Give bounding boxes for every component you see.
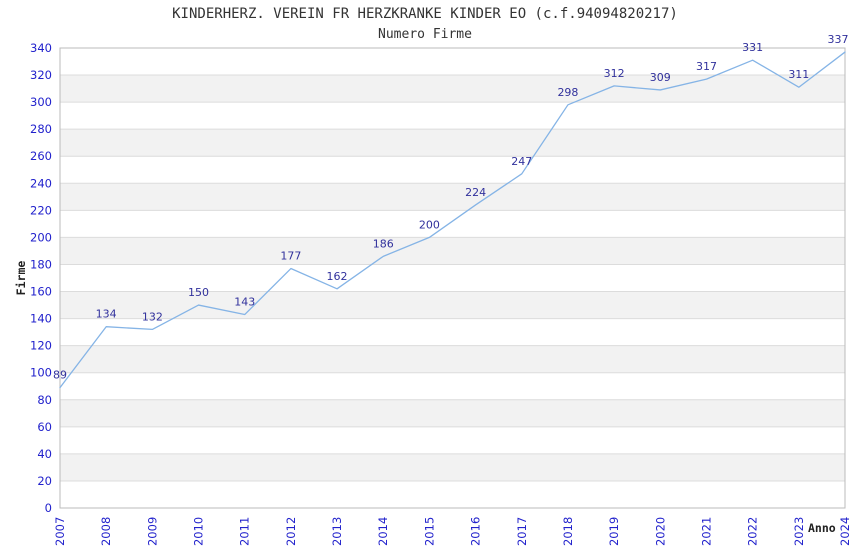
- y-tick-label: 140: [30, 312, 52, 326]
- plot-band: [60, 48, 845, 76]
- data-label: 132: [142, 310, 163, 323]
- plot-border: [59, 47, 846, 509]
- x-axis-title: Anno: [808, 521, 836, 535]
- data-label: 331: [742, 41, 763, 54]
- plot-band: [60, 102, 845, 130]
- y-tick-label: 20: [37, 474, 52, 488]
- y-tick-label: 300: [30, 95, 52, 109]
- plot-band: [60, 426, 845, 454]
- data-label: 317: [696, 60, 717, 73]
- plot-band: [60, 291, 845, 319]
- plot-band: [60, 129, 845, 157]
- data-label: 298: [557, 86, 578, 99]
- data-label: 89: [53, 369, 67, 382]
- plot-bands: [60, 48, 845, 508]
- x-tick-label: 2018: [561, 517, 575, 546]
- data-label: 186: [373, 237, 394, 250]
- x-tick-label: 2014: [376, 517, 390, 546]
- data-label: 162: [327, 270, 348, 283]
- x-tick-label: 2012: [284, 517, 298, 546]
- plot-band: [60, 264, 845, 292]
- x-tick-label: 2011: [238, 517, 252, 546]
- plot-band: [60, 156, 845, 184]
- data-label: 247: [511, 155, 532, 168]
- x-tick-label: 2016: [469, 517, 483, 546]
- x-axis-ticks: 2007 2008 2009 2010 2011 2012 2013 2014 2015 2016…: [53, 517, 850, 546]
- y-tick-label: 280: [30, 122, 52, 136]
- y-tick-label: 80: [37, 393, 52, 407]
- y-tick-label: 240: [30, 176, 52, 190]
- data-label: 224: [465, 186, 486, 199]
- plot-band: [60, 75, 845, 103]
- plot-band: [60, 318, 845, 346]
- y-tick-label: 160: [30, 285, 52, 299]
- plot-band: [60, 399, 845, 427]
- plot-band: [60, 210, 845, 238]
- y-tick-label: 120: [30, 339, 52, 353]
- plot-band: [60, 453, 845, 481]
- chart-title: KINDERHERZ. VEREIN FR HERZKRANKE KINDER …: [172, 6, 678, 22]
- series-line: [59, 51, 846, 389]
- y-axis-ticks: 0 20 40 60 80 100 120 140 160 180 200 220 240 260 280 3…: [30, 41, 52, 515]
- x-tick-label: 2020: [653, 517, 667, 546]
- data-labels: 89 134 132 150 143 177 162 186 200 224 247 298 312 30…: [53, 33, 849, 382]
- x-tick-label: 2015: [422, 517, 436, 546]
- x-tick-label: 2019: [607, 517, 621, 546]
- y-tick-label: 60: [37, 420, 52, 434]
- data-label: 150: [188, 286, 209, 299]
- data-label: 177: [280, 250, 301, 263]
- data-label: 200: [419, 218, 440, 231]
- x-tick-label: 2021: [699, 517, 713, 546]
- x-tick-label: 2013: [330, 517, 344, 546]
- y-tick-label: 320: [30, 68, 52, 82]
- y-tick-label: 0: [45, 501, 52, 515]
- x-tick-label: 2009: [145, 517, 159, 546]
- x-tick-label: 2007: [53, 517, 67, 546]
- data-label: 312: [604, 67, 625, 80]
- chart-subtitle: Numero Firme: [378, 27, 472, 42]
- data-label: 134: [96, 308, 117, 321]
- y-axis-title: Firme: [14, 261, 28, 296]
- data-label: 311: [788, 68, 809, 81]
- x-tick-label: 2010: [192, 517, 206, 546]
- y-tick-label: 40: [37, 447, 52, 461]
- y-tick-label: 220: [30, 203, 52, 217]
- data-label: 309: [650, 71, 671, 84]
- y-tick-label: 340: [30, 41, 52, 55]
- plot-band: [60, 480, 845, 508]
- x-tick-label: 2022: [746, 517, 760, 546]
- y-tick-label: 200: [30, 230, 52, 244]
- plot-band: [60, 345, 845, 373]
- x-tick-label: 2008: [99, 517, 113, 546]
- y-tick-label: 180: [30, 257, 52, 271]
- x-tick-label: 2024: [838, 517, 850, 546]
- plot-band: [60, 372, 845, 400]
- plot-band: [60, 183, 845, 211]
- x-tick-label: 2017: [515, 517, 529, 546]
- data-label: 337: [828, 33, 849, 46]
- x-tick-label: 2023: [792, 517, 806, 546]
- plot-band: [60, 237, 845, 265]
- y-tick-label: 100: [30, 366, 52, 380]
- gridlines: [60, 74, 845, 482]
- y-tick-label: 260: [30, 149, 52, 163]
- data-label: 143: [234, 296, 255, 309]
